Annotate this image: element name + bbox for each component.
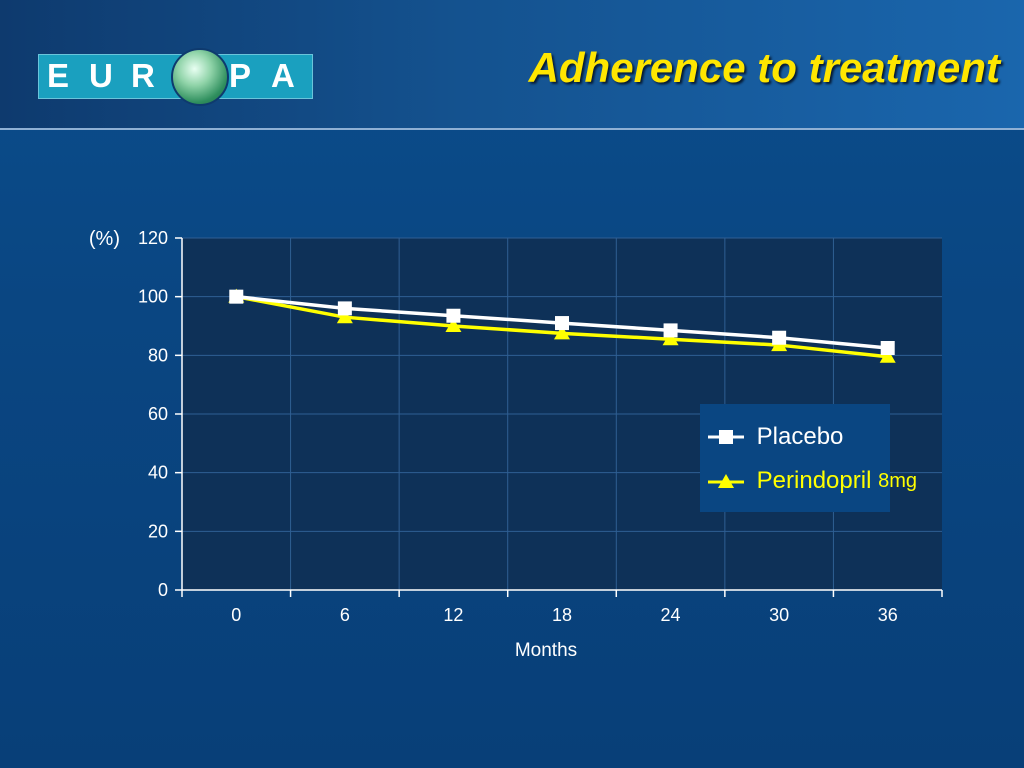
- y-axis-label: (%): [89, 228, 120, 250]
- x-tick-label: 0: [231, 605, 241, 625]
- triangle-marker-icon: [708, 473, 744, 488]
- data-point-perindopril: [336, 309, 353, 324]
- data-point-perindopril: [445, 318, 462, 332]
- x-tick-label: 18: [552, 605, 572, 625]
- legend-label: Placebo: [756, 422, 844, 450]
- logo-letter: P: [229, 57, 252, 94]
- x-tick-label: 24: [661, 605, 681, 625]
- x-tick-label: 30: [769, 605, 789, 625]
- y-tick-label: 0: [158, 580, 168, 600]
- x-axis-label: Months: [515, 640, 577, 661]
- data-point-placebo: [772, 330, 787, 345]
- logo-letter: E: [47, 57, 70, 94]
- chart-legend: Placebo Perindopril 8mg: [700, 404, 917, 512]
- x-tick-label: 12: [443, 605, 463, 625]
- legend-item-placebo: Placebo: [708, 422, 843, 456]
- logo-letter: U: [89, 57, 113, 94]
- y-tick-label: 60: [148, 404, 168, 424]
- data-point-placebo: [337, 301, 352, 316]
- y-tick-label: 40: [148, 463, 168, 483]
- data-point-placebo: [880, 341, 895, 355]
- data-point-placebo: [555, 316, 569, 331]
- legend-label: Perindopril: [756, 466, 872, 494]
- data-point-placebo: [663, 323, 678, 338]
- data-point-perindopril: [879, 348, 896, 363]
- x-tick-label: 6: [340, 605, 350, 625]
- logo-letter: A: [271, 57, 295, 94]
- legend-unit: 8mg: [878, 470, 917, 492]
- globe-heart-icon: [171, 48, 229, 106]
- europa-logo: E U R P A: [38, 54, 313, 99]
- x-tick-label: 36: [878, 605, 898, 625]
- header-divider: [0, 128, 1024, 130]
- y-tick-label: 100: [138, 287, 168, 307]
- legend-item-perindopril: Perindopril 8mg: [708, 466, 917, 500]
- data-point-placebo: [229, 289, 244, 304]
- data-point-placebo: [446, 308, 461, 323]
- square-marker-icon: [708, 429, 744, 444]
- data-point-perindopril: [554, 325, 570, 340]
- y-tick-label: 80: [148, 345, 168, 365]
- logo-letter: R: [131, 57, 155, 94]
- y-tick-label: 20: [148, 521, 168, 541]
- slide-title: Adherence to treatment: [528, 44, 1000, 91]
- y-tick-label: 120: [138, 228, 168, 248]
- data-point-perindopril: [662, 331, 679, 346]
